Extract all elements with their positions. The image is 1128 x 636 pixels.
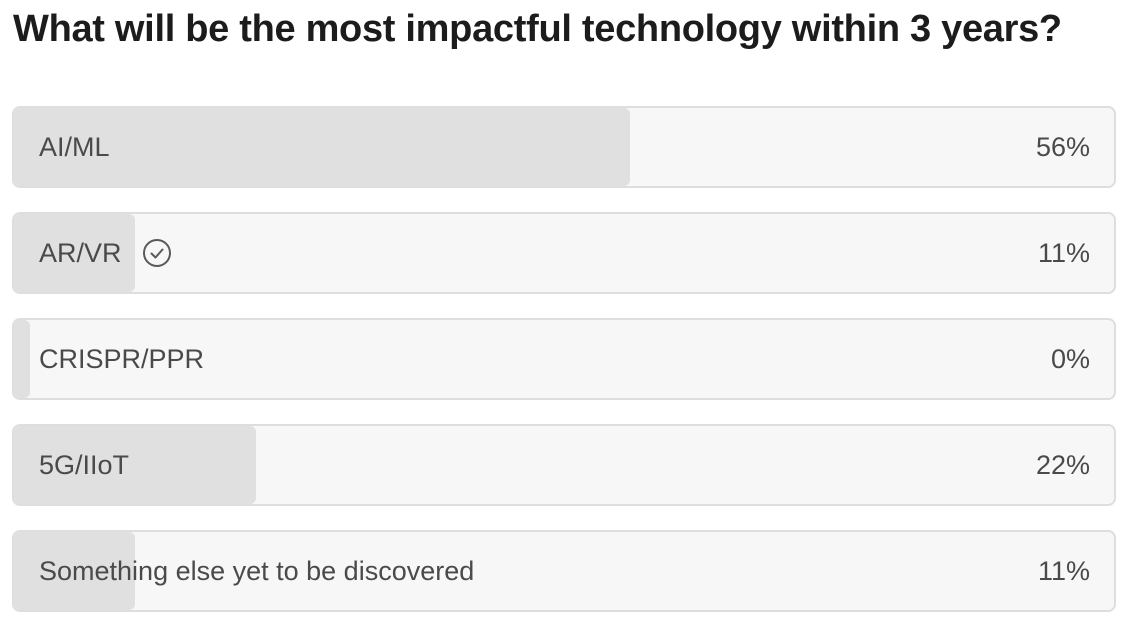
option-label: 5G/IIoT bbox=[39, 449, 130, 480]
option-label: Something else yet to be discovered bbox=[39, 555, 475, 586]
option-percent: 22% bbox=[1035, 449, 1090, 480]
option-percent: 11% bbox=[1037, 555, 1090, 586]
result-bar-fill bbox=[14, 108, 630, 186]
option-label: CRISPR/PPR bbox=[39, 343, 205, 374]
option-percent: 56% bbox=[1035, 131, 1090, 162]
option-percent: 11% bbox=[1037, 237, 1090, 268]
result-bar-fill bbox=[14, 320, 30, 398]
option-percent: 0% bbox=[1050, 343, 1090, 374]
option-label: AI/ML bbox=[39, 131, 110, 162]
poll-option-5g-iiot[interactable]: 5G/IIoT 22% bbox=[12, 424, 1116, 506]
poll-option-something-else[interactable]: Something else yet to be discovered 11% bbox=[12, 530, 1116, 612]
poll-question: What will be the most impactful technolo… bbox=[13, 8, 1062, 50]
option-label: AR/VR bbox=[39, 237, 122, 268]
poll-option-ar-vr[interactable]: AR/VR 11% bbox=[12, 212, 1116, 294]
poll-options: AI/ML 56% AR/VR 11% CRISPR/PPR bbox=[12, 106, 1116, 636]
poll-option-ai-ml[interactable]: AI/ML 56% bbox=[12, 106, 1116, 188]
result-bar-fill bbox=[14, 426, 256, 504]
poll-option-crispr-ppr[interactable]: CRISPR/PPR 0% bbox=[12, 318, 1116, 400]
check-circle-icon bbox=[142, 238, 172, 268]
result-bar-fill bbox=[14, 532, 135, 610]
result-bar-fill bbox=[14, 214, 135, 292]
